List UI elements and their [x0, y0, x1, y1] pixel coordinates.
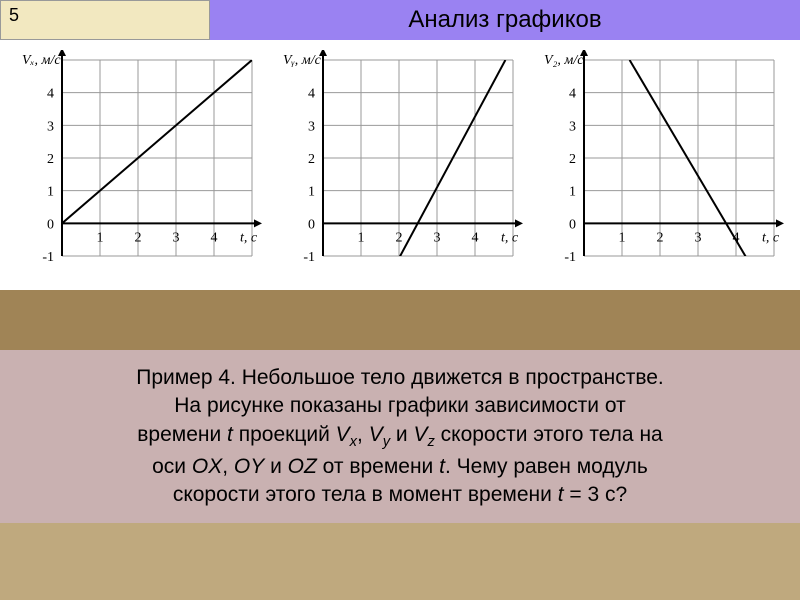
text: На рисунке показаны графики зависимости … [174, 394, 625, 417]
var-vy: V [369, 423, 383, 446]
text: Пример 4. Небольшое тело движется в прос… [136, 366, 664, 389]
svg-text:3: 3 [433, 230, 440, 245]
svg-text:0: 0 [569, 217, 576, 232]
svg-text:3: 3 [172, 230, 179, 245]
svg-text:4: 4 [210, 230, 217, 245]
ox: OX [192, 455, 222, 478]
svg-text:4: 4 [569, 87, 576, 102]
text: оси [152, 455, 192, 478]
sub: y [383, 434, 390, 450]
svg-text:4: 4 [47, 87, 54, 102]
svg-text:1: 1 [96, 230, 103, 245]
oy: OY [234, 455, 264, 478]
svg-text:3: 3 [695, 230, 702, 245]
svg-text:3: 3 [47, 119, 54, 134]
svg-text:t, с: t, с [240, 230, 258, 245]
var-vz: V [413, 423, 427, 446]
spacer [0, 290, 800, 350]
text: , [222, 455, 234, 478]
text: от времени [317, 455, 439, 478]
oz: OZ [288, 455, 317, 478]
charts-row: -1 0 1 2 3 4 1 2 3 4 Vₓ, м/с t, с -1 0 1 2 3 4 1 2 3 4 Vᵧ, м/… [0, 40, 800, 290]
text: и [390, 423, 413, 446]
text: . Чему равен модуль [445, 455, 648, 478]
sub: z [427, 434, 434, 450]
text: времени [137, 423, 227, 446]
svg-text:1: 1 [47, 185, 54, 200]
svg-text:3: 3 [569, 119, 576, 134]
chart-vx: -1 0 1 2 3 4 1 2 3 4 Vₓ, м/с t, с [14, 50, 264, 286]
svg-text:V₂, м/с: V₂, м/с [544, 53, 584, 68]
text: проекций [233, 423, 336, 446]
svg-text:2: 2 [657, 230, 664, 245]
svg-text:2: 2 [569, 152, 576, 167]
page-title: Анализ графиков [210, 0, 800, 40]
svg-text:4: 4 [308, 87, 315, 102]
svg-text:-1: -1 [42, 250, 54, 265]
svg-text:1: 1 [308, 185, 315, 200]
text: и [264, 455, 287, 478]
svg-text:3: 3 [308, 119, 315, 134]
svg-text:1: 1 [619, 230, 626, 245]
slide-number: 5 [0, 0, 210, 40]
text: , [357, 423, 369, 446]
svg-text:0: 0 [47, 217, 54, 232]
problem-text: Пример 4. Небольшое тело движется в прос… [0, 350, 800, 523]
svg-text:Vₓ, м/с: Vₓ, м/с [22, 53, 61, 68]
var-vx: V [336, 423, 350, 446]
chart-vz: -1012341234V₂, м/сt, с [536, 50, 786, 286]
svg-text:t, с: t, с [762, 230, 780, 245]
svg-text:t, с: t, с [501, 230, 519, 245]
text: = 3 с? [564, 483, 628, 506]
svg-text:2: 2 [134, 230, 141, 245]
svg-text:2: 2 [308, 152, 315, 167]
svg-text:1: 1 [569, 185, 576, 200]
text: скорости этого тела в момент времени [173, 483, 558, 506]
svg-text:1: 1 [357, 230, 364, 245]
svg-text:-1: -1 [303, 250, 315, 265]
svg-text:Vᵧ, м/с: Vᵧ, м/с [283, 53, 322, 68]
svg-text:2: 2 [47, 152, 54, 167]
sub: x [350, 434, 357, 450]
svg-text:4: 4 [471, 230, 478, 245]
svg-text:2: 2 [395, 230, 402, 245]
svg-text:0: 0 [308, 217, 315, 232]
chart-vy: -1 0 1 2 3 4 1 2 3 4 Vᵧ, м/с t, с [275, 50, 525, 286]
text: скорости этого тела на [435, 423, 663, 446]
svg-text:-1: -1 [565, 250, 577, 265]
